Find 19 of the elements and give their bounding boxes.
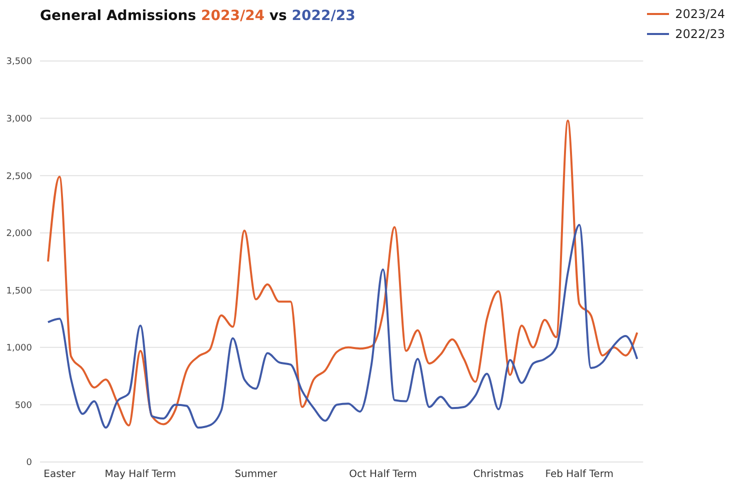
x-tick-label: Christmas (473, 469, 524, 480)
x-tick-label: Feb Half Term (545, 469, 614, 480)
line-series (47, 120, 638, 426)
x-tick-label: May Half Term (104, 469, 176, 480)
x-tick-label: Summer (234, 469, 278, 480)
y-tick-label: 0 (26, 458, 32, 468)
y-tick-label: 1,500 (6, 286, 32, 296)
y-tick-label: 1,000 (6, 344, 32, 354)
x-tick-label: Easter (44, 469, 76, 480)
y-tick-label: 2,000 (6, 229, 32, 240)
x-tick-label: Oct Half Term (349, 469, 417, 480)
y-tick-label: 2,500 (6, 172, 32, 182)
y-tick-label: 3,500 (6, 57, 32, 68)
line-series (47, 224, 638, 429)
y-tick-label: 3,000 (6, 114, 32, 124)
y-tick-label: 500 (14, 400, 32, 411)
chart-title: General Admissions 2023/24 vs 2022/23 (40, 8, 356, 24)
legend-label: 2023/24 (675, 6, 725, 23)
legend-label: 2022/23 (675, 26, 725, 43)
